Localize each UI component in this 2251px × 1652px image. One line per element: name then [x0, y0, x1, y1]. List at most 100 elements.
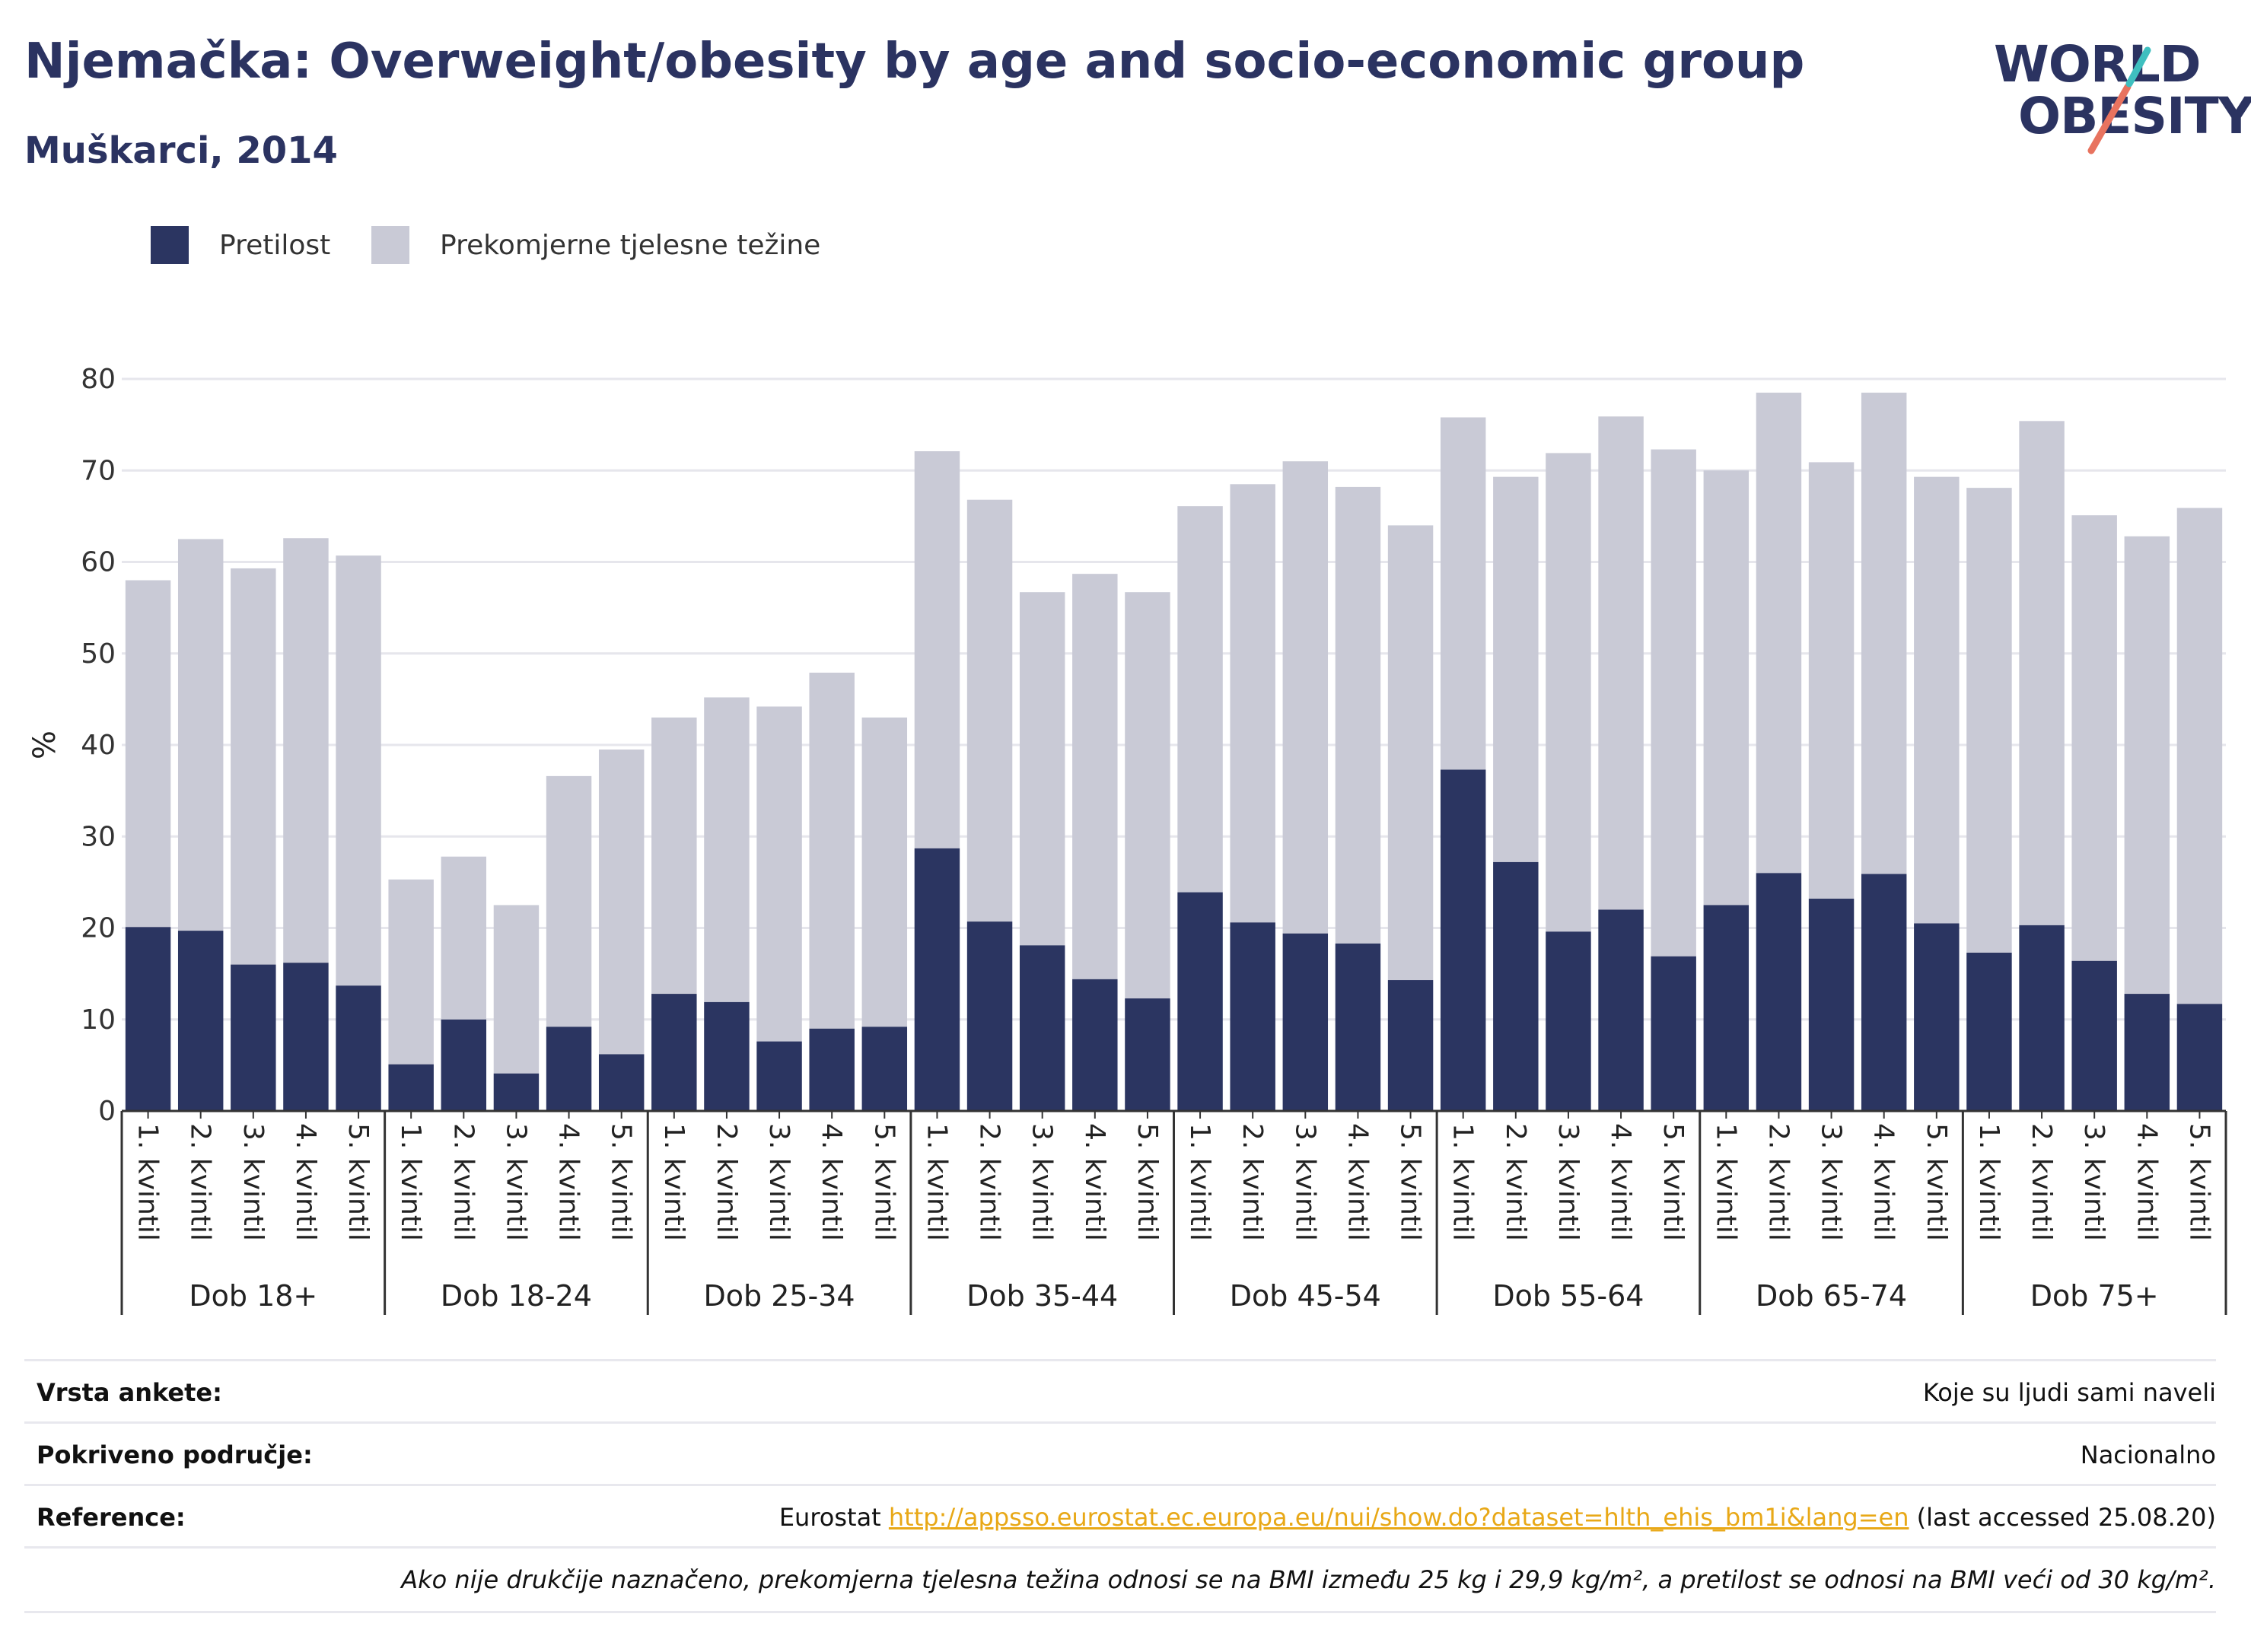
x-tick-label: 5. kvintil [342, 1123, 374, 1241]
bar-obesity [1703, 905, 1750, 1111]
reference-link[interactable]: http://appsso.eurostat.ec.europa.eu/nui/… [888, 1503, 1909, 1532]
survey-type-label: Vrsta ankete: [37, 1378, 222, 1407]
bar-overweight [1125, 592, 1170, 999]
bar-overweight [283, 538, 329, 963]
bar-overweight [1230, 484, 1275, 923]
x-tick-label: 3. kvintil [763, 1123, 794, 1241]
bar-obesity [1546, 931, 1591, 1111]
bar-obesity [336, 985, 381, 1111]
bar-overweight [1808, 462, 1855, 899]
bar-obesity [1756, 873, 1802, 1111]
bar-overweight [809, 673, 855, 1029]
chart-subtitle: Muškarci, 2014 [24, 129, 338, 172]
info-row-coverage: Pokriveno područje: Nacionalno [24, 1421, 2216, 1486]
group-label: Dob 18+ [189, 1279, 317, 1313]
bar-overweight [125, 580, 171, 928]
bar-obesity [1651, 956, 1696, 1111]
bar-overweight [1546, 453, 1591, 932]
bar-overweight [1703, 470, 1750, 906]
x-tick-label: 5. kvintil [1657, 1123, 1689, 1241]
bar-overweight [1335, 486, 1381, 944]
x-tick-label: 3. kvintil [237, 1123, 269, 1241]
bar-overweight [2124, 536, 2170, 995]
group-label: Dob 65-74 [1756, 1279, 1907, 1313]
bar-overweight [2176, 508, 2223, 1004]
x-tick-label: 1. kvintil [132, 1123, 164, 1241]
bar-overweight [1493, 476, 1539, 862]
x-tick-label: 4. kvintil [1605, 1123, 1636, 1241]
bar-obesity [1914, 923, 1960, 1111]
x-tick-label: 2. kvintil [447, 1123, 479, 1241]
bar-obesity [1808, 899, 1855, 1111]
bar-overweight [388, 879, 434, 1065]
bar-obesity [966, 921, 1013, 1111]
bar-overweight [598, 750, 645, 1055]
x-tick-label: 3. kvintil [500, 1123, 531, 1241]
y-tick-label: 80 [81, 364, 116, 395]
x-tick-label: 4. kvintil [1868, 1123, 1899, 1241]
stacked-bar-chart: 0 10 20 30 40 50 60 70 80% 1. kvintil 2. kvintil 3.… [27, 364, 2227, 1315]
bar-obesity [1230, 922, 1275, 1111]
y-axis-label: % [27, 731, 62, 759]
bar-overweight [1651, 449, 1696, 957]
reference-label: Reference: [37, 1503, 186, 1532]
bar-obesity [1019, 945, 1065, 1111]
group-label: Dob 75+ [2030, 1279, 2159, 1313]
y-tick-label: 30 [81, 821, 116, 852]
bar-overweight [1756, 393, 1802, 874]
bar-obesity [546, 1027, 592, 1111]
bar-overweight [704, 697, 750, 1002]
survey-type-value: Koje su ljudi sami naveli [1922, 1378, 2216, 1407]
y-tick-label: 0 [98, 1096, 116, 1127]
coverage-value: Nacionalno [2080, 1440, 2216, 1469]
chart-title: Njemačka: Overweight/obesity by age and … [24, 33, 1805, 90]
bar-obesity [1282, 933, 1329, 1111]
bar-obesity [1598, 909, 1644, 1111]
bar-overweight [1282, 461, 1329, 934]
x-tick-label: 5. kvintil [2183, 1123, 2214, 1241]
bmi-note: Ako nije drukčije naznačeno, prekomjerna… [401, 1565, 2216, 1594]
group-label: Dob 35-44 [966, 1279, 1118, 1313]
bar-obesity [1387, 980, 1434, 1111]
bar-overweight [1072, 574, 1118, 979]
bar-obesity [2176, 1004, 2223, 1111]
bar-obesity [1072, 979, 1118, 1111]
x-tick-label: 2. kvintil [1500, 1123, 1531, 1241]
bar-overweight [336, 555, 381, 986]
bar-overweight [756, 706, 802, 1042]
legend-item-overweight[interactable]: Prekomjerne tjelesne težine [371, 222, 820, 268]
x-tick-label: 1. kvintil [658, 1123, 689, 1241]
x-tick-label: 2. kvintil [974, 1123, 1005, 1241]
x-tick-label: 3. kvintil [1816, 1123, 1847, 1241]
x-tick-label: 2. kvintil [2026, 1123, 2057, 1241]
bar-obesity [1493, 861, 1539, 1111]
bar-overweight [2019, 421, 2065, 925]
bar-overweight [1387, 525, 1434, 981]
bar-obesity [283, 963, 329, 1111]
bar-overweight [1440, 417, 1486, 770]
bar-overweight [177, 539, 224, 931]
x-tick-label: 5. kvintil [1921, 1123, 1952, 1241]
bar-obesity [441, 1019, 487, 1111]
legend-label-obesity: Pretilost [219, 229, 331, 261]
coverage-label: Pokriveno područje: [37, 1440, 313, 1469]
x-tick-label: 3. kvintil [1027, 1123, 1058, 1241]
x-tick-label: 4. kvintil [2131, 1123, 2162, 1241]
x-tick-label: 3. kvintil [2078, 1123, 2109, 1241]
bar-obesity [651, 994, 697, 1111]
x-tick-label: 2. kvintil [185, 1123, 216, 1241]
bar-overweight [1966, 488, 2012, 953]
bar-overweight [1914, 476, 1960, 924]
x-tick-label: 4. kvintil [553, 1123, 584, 1241]
x-tick-label: 5. kvintil [1395, 1123, 1426, 1241]
bar-obesity [2124, 994, 2170, 1111]
legend-item-obesity[interactable]: Pretilost [151, 222, 330, 268]
x-tick-label: 1. kvintil [1973, 1123, 2004, 1241]
bar-obesity [388, 1064, 434, 1111]
bar-obesity [1861, 874, 1907, 1111]
bar-overweight [966, 499, 1013, 922]
bar-overweight [441, 856, 487, 1020]
bar-obesity [125, 927, 171, 1111]
bar-overweight [861, 717, 908, 1027]
bar-overweight [546, 775, 592, 1027]
